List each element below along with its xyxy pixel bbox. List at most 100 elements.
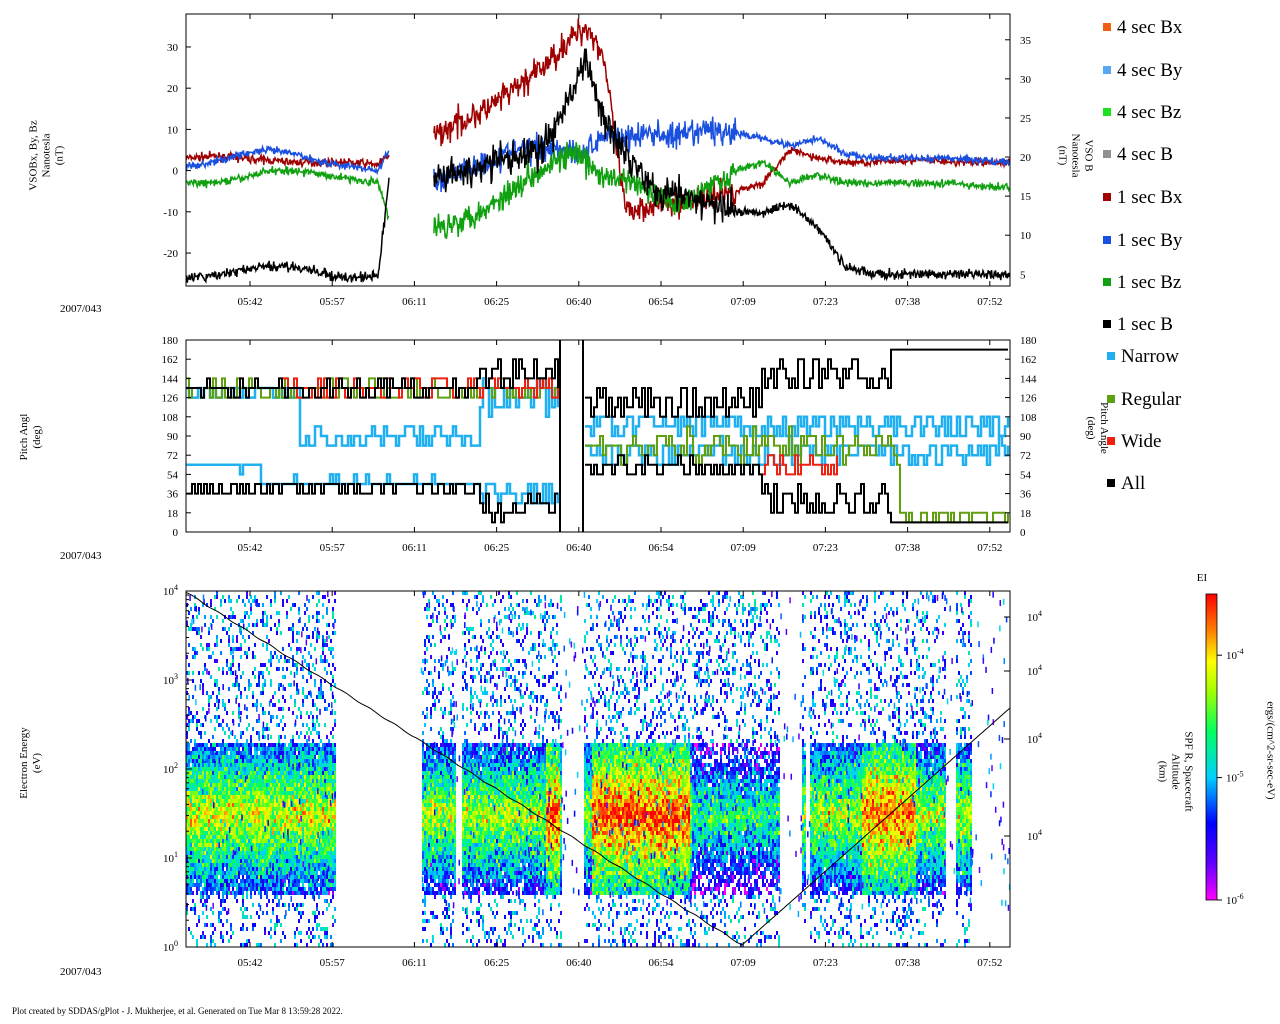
spectrogram-cell — [228, 767, 230, 771]
spectrogram-cell — [276, 895, 278, 899]
spectrogram-cell — [272, 891, 274, 895]
spectrogram-cell — [426, 831, 428, 835]
spectrogram-cell — [324, 823, 326, 827]
spectrogram-cell — [452, 591, 454, 595]
spectrogram-cell — [426, 811, 428, 815]
spectrogram-cell — [268, 835, 270, 839]
spectrogram-cell — [270, 759, 272, 763]
spectrogram-cell — [250, 763, 252, 767]
spectrogram-cell — [444, 779, 446, 783]
spectrogram-cell — [306, 835, 308, 839]
spectrogram-cells — [186, 591, 1010, 947]
spectrogram-cell — [334, 807, 336, 811]
spectrogram-cell — [196, 923, 198, 927]
spectrogram-cell — [442, 791, 444, 795]
spectrogram-cell — [248, 811, 250, 815]
spectrogram-cell — [242, 903, 244, 907]
spectrogram-cell — [248, 755, 250, 759]
spectrogram-cell — [444, 943, 446, 947]
spectrogram-cell — [192, 863, 194, 867]
spectrogram-cell — [220, 799, 222, 803]
spectrogram-cell — [246, 867, 248, 871]
spectrogram-cell — [294, 811, 296, 815]
spectrogram-cell — [224, 899, 226, 903]
spectrogram-cell — [228, 867, 230, 871]
spectrogram-cell — [276, 851, 278, 855]
spectrogram-cell — [190, 887, 192, 891]
spectrogram-cell — [202, 859, 204, 863]
spectrogram-cell — [468, 771, 470, 775]
spectrogram-cell — [304, 863, 306, 867]
spectrogram-cell — [462, 703, 464, 707]
spectrogram-cell — [234, 891, 236, 895]
spectrogram-cell — [464, 883, 466, 887]
spectrogram-cell — [276, 835, 278, 839]
spectrogram-cell — [230, 779, 232, 783]
spectrogram-cell — [208, 867, 210, 871]
spectrogram-cell — [298, 843, 300, 847]
spectrogram-cell — [298, 779, 300, 783]
spectrogram-cell — [298, 871, 300, 875]
spectrogram-cell — [240, 859, 242, 863]
series-1-sec-bx — [186, 18, 1010, 223]
spectrogram-cell — [428, 791, 430, 795]
spectrogram-cell — [296, 731, 298, 735]
spectrogram-cell — [440, 847, 442, 851]
spectrogram-cell — [332, 811, 334, 815]
spectrogram-cell — [236, 771, 238, 775]
spectrogram-cell — [334, 763, 336, 767]
field-y2tick-label: 15 — [1020, 191, 1032, 203]
spectrogram-cell — [188, 755, 190, 759]
spectrogram-cell — [248, 783, 250, 787]
spectrogram-cell — [264, 871, 266, 875]
spectrogram-cell — [296, 819, 298, 823]
spectrogram-cell — [192, 819, 194, 823]
spectrogram-cell — [332, 859, 334, 863]
spectrogram-cell — [248, 803, 250, 807]
spectrogram-cell — [254, 755, 256, 759]
spectrogram-cell — [332, 743, 334, 747]
spectrogram-cell — [192, 827, 194, 831]
spectrogram-cell — [424, 919, 426, 923]
spectrogram-cell — [454, 767, 456, 771]
spectrogram-cell — [320, 779, 322, 783]
spectrogram-cell — [434, 867, 436, 871]
spectrogram-cell — [276, 883, 278, 887]
spectrogram-cell — [200, 823, 202, 827]
spectrogram-cell — [256, 683, 258, 687]
spectrogram-cell — [192, 935, 194, 939]
spectrogram-cell — [236, 839, 238, 843]
spectrogram-cell — [332, 607, 334, 611]
spectrogram-cell — [438, 795, 440, 799]
spectrogram-cell — [424, 751, 426, 755]
spectrogram-cell — [448, 835, 450, 839]
spectrogram-cell — [268, 819, 270, 823]
spectrogram-cell — [226, 879, 228, 883]
spectrogram-cell — [248, 831, 250, 835]
spectrogram-cell — [430, 803, 432, 807]
spectrogram-cell — [450, 771, 452, 775]
spectrogram-cell — [290, 683, 292, 687]
spectrogram-cell — [198, 779, 200, 783]
spectrogram-cell — [292, 783, 294, 787]
spectrogram-cell — [286, 871, 288, 875]
spectrogram-cell — [274, 851, 276, 855]
spectrogram-cell — [304, 867, 306, 871]
spectrogram-cell — [472, 863, 474, 867]
spectrogram-cell — [448, 875, 450, 879]
spectrogram-cell — [286, 771, 288, 775]
spectrogram-cell — [440, 855, 442, 859]
spectrogram-cell — [452, 831, 454, 835]
spectrogram-cell — [332, 835, 334, 839]
spectrogram-cell — [188, 791, 190, 795]
spectrogram-cell — [320, 859, 322, 863]
spectrogram-cell — [302, 879, 304, 883]
spectrogram-cell — [242, 827, 244, 831]
spectrogram-cell — [314, 847, 316, 851]
spectrogram-cell — [284, 871, 286, 875]
spectrogram-cell — [258, 879, 260, 883]
spectrogram-cell — [312, 795, 314, 799]
spectrogram-cell — [238, 783, 240, 787]
spectrogram-cell — [214, 703, 216, 707]
spectrogram-cell — [206, 871, 208, 875]
